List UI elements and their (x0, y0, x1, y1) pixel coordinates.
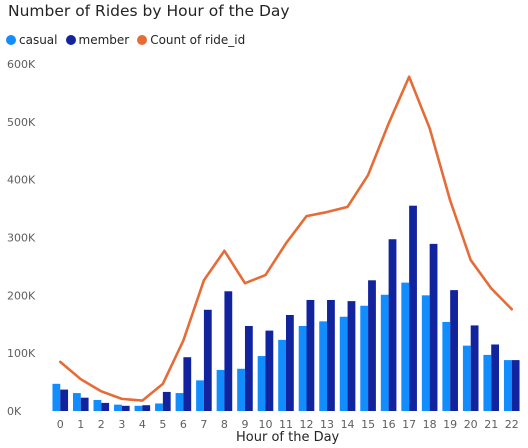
legend-label-count: Count of ride_id (150, 33, 246, 47)
bar-member (470, 325, 479, 411)
bar-casual (503, 360, 512, 411)
legend: casual member Count of ride_id (6, 33, 253, 47)
bar-casual (155, 403, 163, 411)
bar-member (286, 315, 294, 411)
bar-member (224, 291, 233, 411)
y-tick-label: 0K (7, 405, 22, 418)
legend-item-count[interactable]: Count of ride_id (137, 33, 245, 47)
bar-casual (175, 393, 184, 411)
x-tick-label: 18 (423, 418, 437, 431)
x-tick-label: 14 (341, 418, 355, 431)
bar-member (121, 405, 130, 411)
bar-member (142, 405, 151, 411)
bar-casual (196, 380, 204, 411)
bar-member (244, 325, 253, 411)
x-tick-label: 0 (57, 418, 64, 431)
bar-member (60, 389, 69, 411)
x-tick-label: 6 (180, 418, 187, 431)
bar-casual (93, 400, 102, 411)
x-tick-label: 8 (221, 418, 228, 431)
bar-casual (339, 316, 348, 411)
x-tick-label: 10 (258, 418, 272, 431)
bar-member (347, 301, 356, 411)
bar-casual (52, 383, 61, 411)
bar-member (491, 344, 500, 411)
x-tick-label: 2 (98, 418, 105, 431)
bar-member (183, 357, 192, 411)
y-tick-label: 300K (7, 232, 36, 245)
y-tick-label: 600K (7, 58, 36, 71)
bar-casual (134, 405, 143, 411)
x-tick-label: 5 (159, 418, 166, 431)
bar-casual (278, 339, 286, 411)
x-tick-label: 21 (484, 418, 498, 431)
bar-member (265, 330, 274, 411)
y-tick-label: 100K (7, 347, 36, 360)
y-tick-label: 400K (7, 174, 36, 187)
bar-casual (114, 404, 122, 411)
x-tick-label: 9 (241, 418, 248, 431)
x-tick-label: 17 (402, 418, 416, 431)
x-tick-label: 4 (139, 418, 146, 431)
bar-member (162, 391, 171, 411)
bar-member (368, 280, 376, 411)
x-tick-label: 19 (443, 418, 457, 431)
bar-member (450, 290, 458, 411)
bar-member (327, 299, 335, 411)
legend-label-casual: casual (19, 33, 58, 47)
legend-label-member: member (78, 33, 130, 47)
bar-casual (216, 369, 225, 411)
x-axis-label: Hour of the Day (236, 430, 340, 445)
bar-casual (257, 356, 266, 411)
legend-swatch-member (65, 35, 76, 45)
x-tick-label: 20 (464, 418, 478, 431)
bar-casual (401, 282, 410, 411)
bar-member (306, 299, 315, 411)
x-tick-label: 12 (300, 418, 314, 431)
bar-member (409, 205, 417, 411)
bar-member (101, 402, 110, 411)
x-tick-label: 3 (118, 418, 125, 431)
bar-casual (483, 354, 492, 411)
x-tick-label: 1 (77, 418, 84, 431)
legend-swatch-casual (6, 35, 16, 45)
y-tick-label: 500K (7, 116, 36, 129)
bar-casual (380, 294, 389, 411)
bar-casual (421, 295, 430, 411)
bar-member (203, 309, 212, 411)
x-tick-label: 15 (361, 418, 375, 431)
bar-casual (462, 345, 471, 411)
legend-item-member[interactable]: member (65, 33, 130, 47)
bar-casual (442, 321, 451, 411)
y-tick-label: 200K (7, 289, 36, 302)
bar-casual (298, 325, 307, 411)
bar-member (429, 243, 438, 411)
chart-title: Number of Rides by Hour of the Day (8, 2, 290, 20)
bar-member (511, 360, 520, 411)
x-tick-label: 11 (279, 418, 293, 431)
legend-item-casual[interactable]: casual (6, 33, 58, 47)
bar-casual (237, 368, 245, 411)
legend-swatch-count (137, 35, 148, 45)
bar-member (388, 239, 397, 411)
bar-member (80, 397, 89, 411)
x-tick-label: 16 (382, 418, 396, 431)
x-tick-label: 13 (320, 418, 334, 431)
bar-casual (72, 393, 81, 411)
bar-casual (319, 321, 328, 411)
x-tick-label: 7 (200, 418, 207, 431)
x-tick-label: 22 (505, 418, 519, 431)
bar-casual (360, 305, 369, 411)
